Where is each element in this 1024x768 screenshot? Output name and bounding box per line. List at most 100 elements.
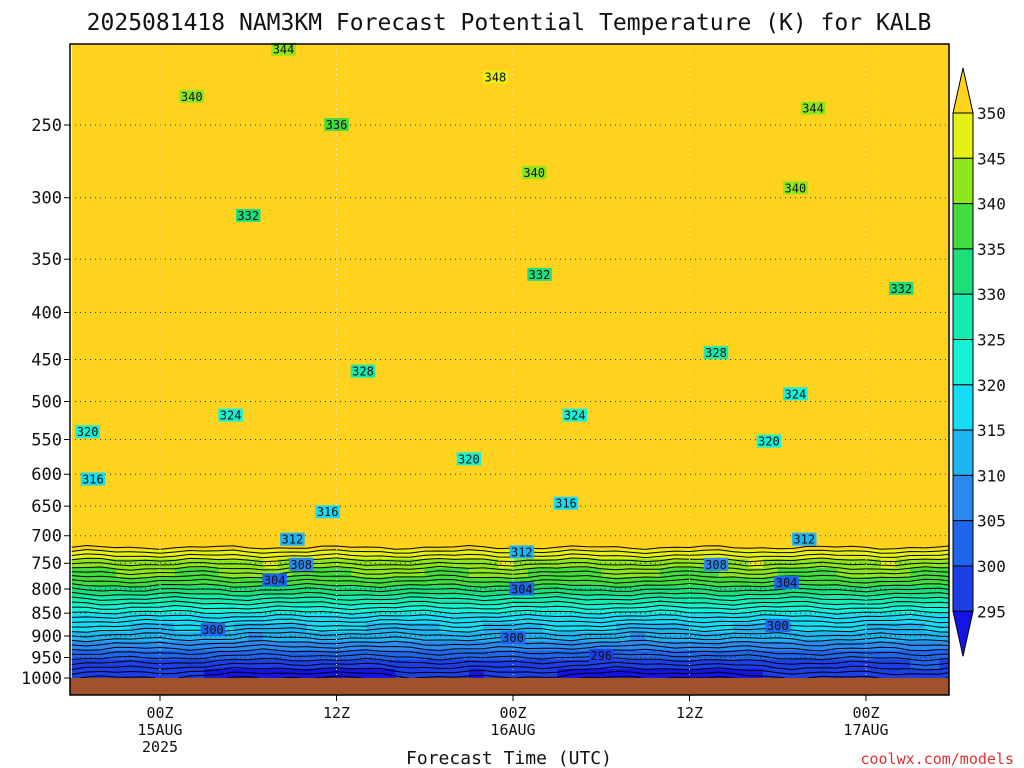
fill-cell xyxy=(645,246,661,257)
fill-cell xyxy=(424,164,441,175)
fill-cell xyxy=(262,246,279,257)
fill-cell xyxy=(615,63,632,74)
contour-label: 320 xyxy=(77,425,99,439)
fill-cell xyxy=(351,586,367,597)
fill-cell xyxy=(439,659,455,670)
fill-cell xyxy=(204,109,220,120)
fill-cell xyxy=(160,127,176,138)
fill-cell xyxy=(939,347,949,358)
fill-cell xyxy=(454,127,470,138)
fill-cell xyxy=(542,476,558,486)
fill-cell xyxy=(498,191,514,202)
fill-cell xyxy=(410,246,426,257)
fill-cell xyxy=(645,604,661,615)
fill-cell xyxy=(821,347,838,358)
fill-cell xyxy=(763,476,779,486)
fill-cell xyxy=(557,91,573,101)
fill-cell xyxy=(189,155,205,165)
fill-cell xyxy=(924,191,941,202)
fill-cell xyxy=(410,613,426,624)
fill-cell xyxy=(174,366,191,376)
fill-cell xyxy=(395,146,411,156)
fill-cell xyxy=(939,136,949,147)
fill-cell xyxy=(939,219,949,230)
fill-cell xyxy=(704,146,720,156)
fill-cell xyxy=(439,668,455,679)
fill-cell xyxy=(218,146,235,156)
fill-cell xyxy=(86,393,102,404)
fill-cell xyxy=(307,136,323,147)
fill-cell xyxy=(277,430,293,441)
fill-cell xyxy=(365,201,382,211)
fill-cell xyxy=(307,384,323,395)
fill-cell xyxy=(748,329,764,340)
fill-cell xyxy=(763,586,779,597)
fill-cell xyxy=(792,650,808,661)
fill-cell xyxy=(292,375,308,386)
fill-cell xyxy=(86,375,102,386)
fill-cell xyxy=(189,641,205,652)
fill-cell xyxy=(410,467,426,477)
fill-cell xyxy=(777,54,794,65)
fill-cell xyxy=(145,485,161,496)
fill-cell xyxy=(189,45,205,55)
fill-cell xyxy=(71,63,88,74)
fill-cell xyxy=(483,91,499,101)
fill-cell xyxy=(939,632,949,642)
fill-cell xyxy=(86,613,102,624)
fill-cell xyxy=(557,347,573,358)
fill-cell xyxy=(218,127,235,138)
fill-cell xyxy=(836,531,852,542)
fill-cell xyxy=(248,356,264,367)
fill-cell xyxy=(792,63,808,74)
fill-cell xyxy=(880,283,897,294)
fill-cell xyxy=(204,613,220,624)
fill-cell xyxy=(660,338,676,349)
fill-cell xyxy=(674,81,691,92)
fill-cell xyxy=(248,650,264,661)
fill-cell xyxy=(880,650,897,661)
fill-cell xyxy=(189,604,205,615)
fill-cell xyxy=(880,81,897,92)
fill-cell xyxy=(351,375,367,386)
fill-cell xyxy=(630,320,646,331)
fill-cell xyxy=(586,485,602,496)
fill-cell xyxy=(262,210,279,221)
fill-cell xyxy=(851,540,867,551)
fill-cell xyxy=(86,118,102,129)
fill-cell xyxy=(924,512,941,523)
fill-cell xyxy=(174,54,191,65)
fill-cell xyxy=(527,402,544,413)
fill-cell xyxy=(660,127,676,138)
fill-cell xyxy=(615,531,632,542)
fill-cell xyxy=(851,292,867,303)
fill-cell xyxy=(424,412,441,422)
fill-cell xyxy=(557,45,573,55)
fill-cell xyxy=(160,522,176,532)
fill-cell xyxy=(792,265,808,276)
fill-cell xyxy=(189,118,205,129)
fill-cell xyxy=(498,283,514,294)
fill-cell xyxy=(527,595,544,606)
fill-cell xyxy=(101,338,117,349)
contour-label: 324 xyxy=(564,409,586,423)
fill-cell xyxy=(189,191,205,202)
fill-cell xyxy=(748,622,764,633)
fill-cell xyxy=(866,567,882,578)
fill-cell xyxy=(454,228,470,239)
fill-cell xyxy=(836,109,852,120)
fill-cell xyxy=(807,45,823,55)
fill-cell xyxy=(748,549,764,560)
fill-cell xyxy=(336,586,352,597)
fill-cell xyxy=(262,347,279,358)
fill-cell xyxy=(101,494,117,505)
fill-cell xyxy=(763,136,779,147)
fill-cell xyxy=(718,522,735,532)
fill-cell xyxy=(674,384,691,395)
fill-cell xyxy=(262,191,279,202)
fill-cell xyxy=(145,237,161,248)
fill-cell xyxy=(160,347,176,358)
fill-cell xyxy=(277,549,293,560)
contour-332 xyxy=(71,587,949,593)
colorbar-label: 310 xyxy=(977,466,1006,485)
